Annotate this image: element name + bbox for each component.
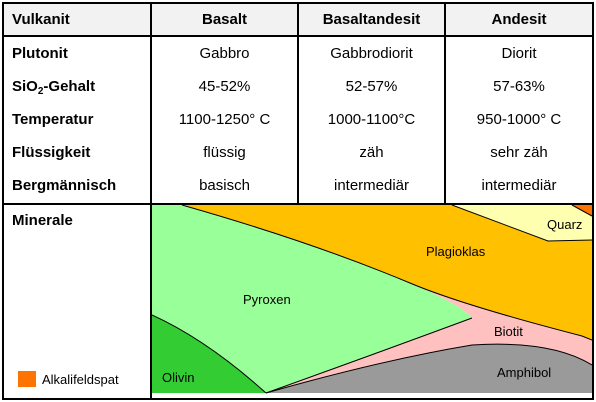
boundary-amphibol bbox=[265, 343, 592, 394]
cell-temperatur-basalt: 1100-1250° C bbox=[178, 111, 271, 128]
label-plagioklas: Plagioklas bbox=[426, 244, 486, 259]
region-boundaries bbox=[152, 205, 592, 394]
region-pyroxen bbox=[152, 205, 472, 393]
cell-plutonit-andesit: Diorit bbox=[501, 45, 537, 62]
boundary-quarz bbox=[451, 205, 592, 242]
row-label-fluessigkeit: Flüssigkeit bbox=[12, 144, 91, 161]
boundary-alkalifeldspat bbox=[571, 205, 592, 217]
cell-sio2-basaltandesit: 52-57% bbox=[345, 78, 398, 95]
legend-label-alkalifeldspat: Alkalifeldspat bbox=[42, 372, 119, 387]
label-olivin: Olivin bbox=[162, 370, 195, 385]
boundary-pyroxen-biotit bbox=[265, 317, 473, 394]
boundary-olivin bbox=[152, 314, 267, 394]
cell-fluessigkeit-andesit: sehr zäh bbox=[490, 144, 548, 161]
cell-bergmaennisch-basaltandesit: intermediär bbox=[333, 177, 410, 194]
cell-temperatur-basaltandesit: 1000-1100°C bbox=[327, 111, 416, 128]
cell-fluessigkeit-basaltandesit: zäh bbox=[359, 144, 384, 161]
cell-temperatur-andesit: 950-1000° C bbox=[476, 111, 562, 128]
divider-col-basalt bbox=[297, 4, 299, 204]
region-amphibol bbox=[266, 344, 592, 393]
divider-minerale bbox=[4, 203, 592, 205]
row-label-sio2-subscript: 2 bbox=[37, 86, 44, 97]
divider-col-label bbox=[150, 4, 152, 398]
header-basaltandesit: Basaltandesit bbox=[322, 11, 421, 28]
label-biotit: Biotit bbox=[494, 324, 523, 339]
row-label-plutonit: Plutonit bbox=[12, 45, 68, 62]
cell-plutonit-basalt: Gabbro bbox=[199, 45, 250, 62]
row-label-bergmaennisch: Bergmännisch bbox=[12, 177, 117, 194]
region-quarz bbox=[452, 205, 592, 241]
cell-fluessigkeit-basalt: flüssig bbox=[203, 144, 246, 161]
divider-col-basaltandesit bbox=[444, 4, 446, 204]
cell-bergmaennisch-andesit: intermediär bbox=[481, 177, 557, 194]
row-label-temperatur: Temperatur bbox=[12, 111, 94, 128]
header-vulkanit: Vulkanit bbox=[12, 11, 70, 28]
cell-bergmaennisch-basalt: basisch bbox=[199, 177, 250, 194]
boundary-plagioklas-pyroxen bbox=[181, 205, 592, 341]
row-label-sio2-gehalt: SiO2-Gehalt bbox=[12, 71, 95, 103]
cell-sio2-andesit: 57-63% bbox=[493, 78, 545, 95]
cell-sio2-basalt: 45-52% bbox=[198, 78, 251, 95]
region-plagioklas bbox=[182, 205, 592, 340]
region-biotit bbox=[266, 283, 592, 393]
row-label-sio2-rest: -Gehalt bbox=[43, 78, 96, 95]
minerale-heading: Minerale bbox=[12, 212, 73, 229]
region-olivin bbox=[152, 315, 266, 393]
row-label-sio2-main: SiO bbox=[12, 78, 38, 95]
header-basalt: Basalt bbox=[201, 11, 248, 28]
header-andesit: Andesit bbox=[491, 11, 547, 28]
label-pyroxen: Pyroxen bbox=[243, 292, 291, 307]
label-quarz: Quarz bbox=[547, 217, 582, 232]
legend-swatch-alkalifeldspat bbox=[18, 371, 36, 387]
label-amphibol: Amphibol bbox=[497, 365, 551, 380]
mineral-composition-diagram: Plagioklas Quarz Pyroxen Biotit Olivin A… bbox=[152, 205, 592, 394]
cell-plutonit-basaltandesit: Gabbrodiorit bbox=[330, 45, 413, 62]
